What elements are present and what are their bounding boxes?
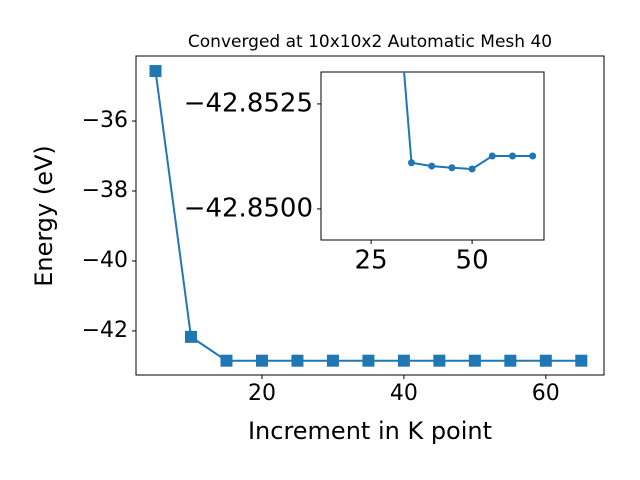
marker: [504, 354, 517, 367]
marker: [149, 65, 162, 78]
y-tick-label: −38: [82, 178, 128, 203]
marker: [468, 165, 476, 173]
y-tick-label: −42.8500: [184, 193, 313, 223]
marker: [539, 354, 552, 367]
marker: [184, 330, 197, 343]
marker: [428, 162, 436, 170]
x-tick-label: 40: [390, 381, 418, 406]
y-tick-label: −40: [82, 248, 128, 273]
y-axis-label: Energy (eV): [30, 145, 58, 287]
marker: [397, 354, 410, 367]
marker: [448, 164, 456, 172]
y-tick-label: −42.8525: [184, 88, 313, 118]
x-axis-label: Increment in K point: [248, 417, 492, 445]
marker: [291, 354, 304, 367]
chart-title: Converged at 10x10x2 Automatic Mesh 40: [188, 32, 552, 52]
x-tick-label: 50: [456, 246, 489, 276]
marker: [468, 354, 481, 367]
marker: [255, 354, 268, 367]
y-tick-label: −42: [82, 318, 128, 343]
x-tick-label: 60: [532, 381, 560, 406]
marker: [220, 354, 233, 367]
marker: [407, 159, 415, 167]
y-tick-label: −36: [82, 108, 128, 133]
marker: [508, 152, 516, 160]
x-tick-label: 20: [248, 381, 276, 406]
marker: [575, 354, 588, 367]
marker: [488, 152, 496, 160]
marker: [326, 354, 339, 367]
marker: [529, 152, 537, 160]
marker: [433, 354, 446, 367]
marker: [362, 354, 375, 367]
x-tick-label: 25: [355, 246, 388, 276]
